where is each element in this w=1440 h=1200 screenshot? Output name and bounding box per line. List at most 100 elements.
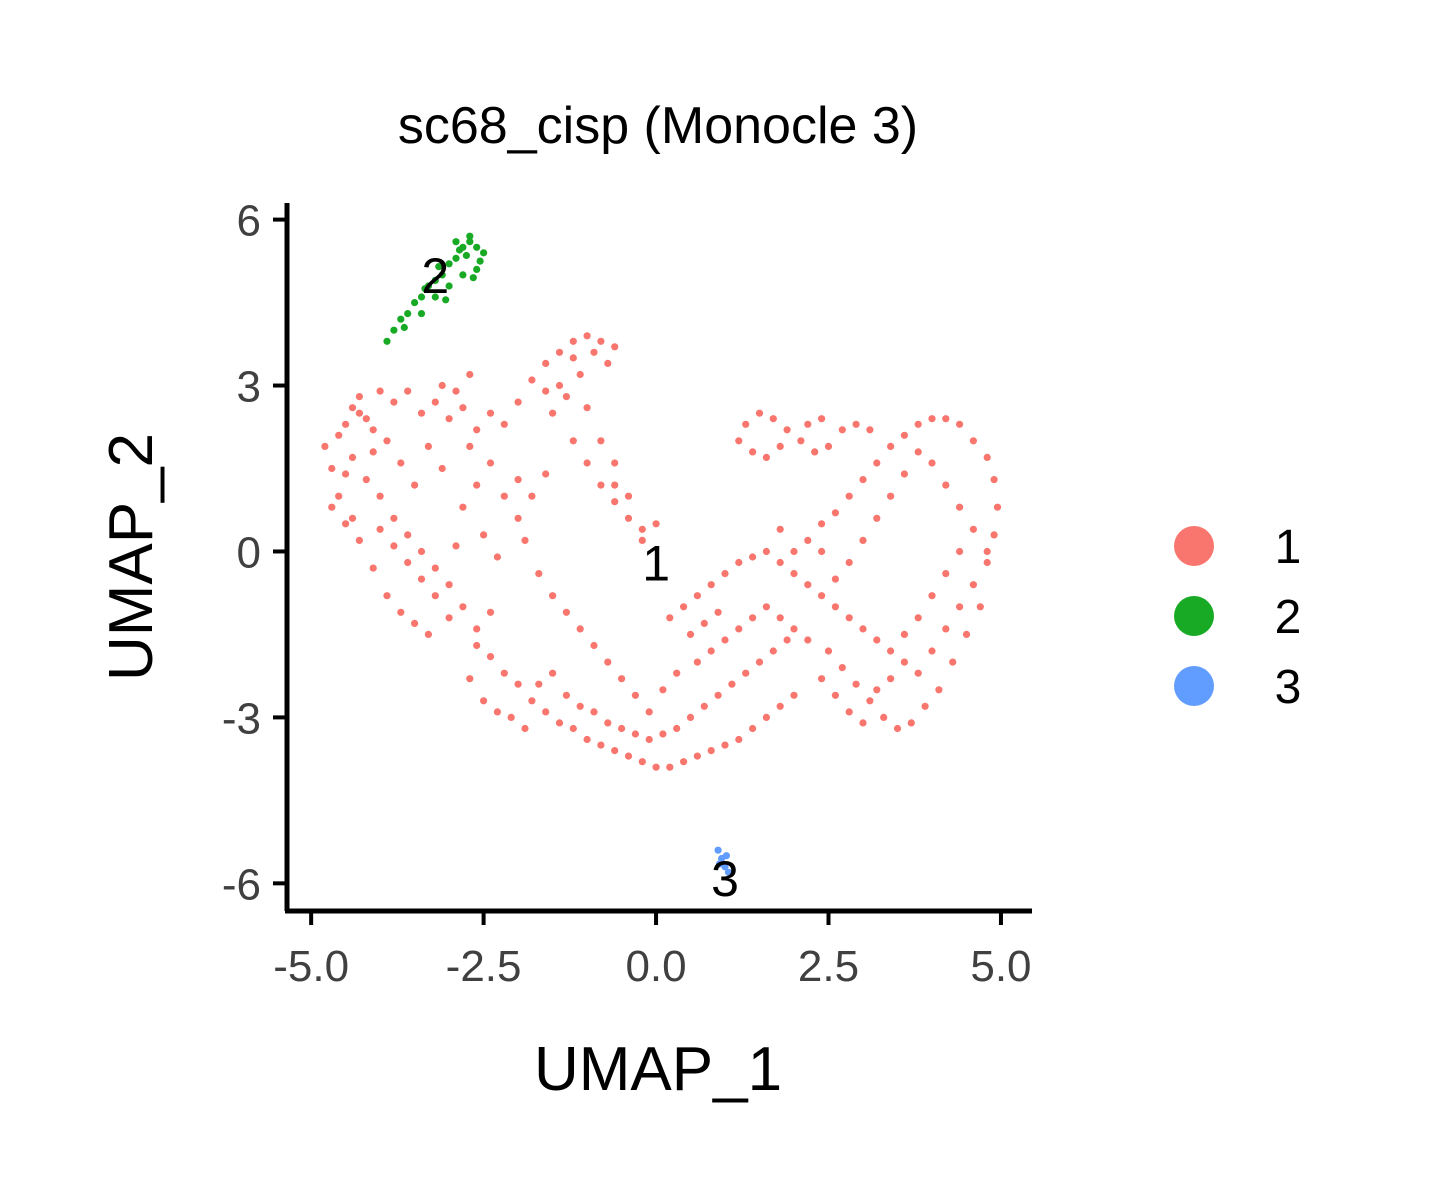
- point-cluster-1-5: [355, 393, 363, 401]
- point-cluster-1-65: [486, 653, 495, 661]
- y-tick-label-3: 3: [237, 363, 261, 412]
- point-cluster-1-50: [473, 481, 481, 489]
- point-cluster-1-181: [776, 442, 784, 450]
- point-cluster-1-41: [348, 453, 357, 461]
- point-cluster-1-28: [583, 332, 591, 340]
- point-cluster-1-179: [749, 448, 757, 456]
- point-cluster-1-113: [680, 603, 688, 611]
- point-cluster-1-206: [942, 481, 950, 489]
- point-cluster-1-79: [680, 758, 688, 766]
- point-cluster-1-131: [928, 647, 936, 655]
- point-cluster-1-62: [493, 553, 501, 561]
- cluster-label-1: 1: [642, 536, 670, 592]
- point-cluster-2-10: [452, 254, 460, 262]
- point-cluster-1-4: [348, 404, 357, 412]
- point-cluster-1-146: [887, 442, 895, 450]
- point-cluster-1-192: [804, 636, 812, 644]
- point-cluster-1-188: [749, 614, 757, 622]
- point-cluster-1-34: [569, 437, 577, 445]
- point-cluster-1-39: [638, 525, 646, 533]
- point-cluster-1-150: [831, 509, 840, 517]
- point-cluster-1-151: [818, 520, 826, 528]
- point-cluster-1-162: [921, 702, 929, 710]
- point-cluster-1-66: [500, 669, 508, 677]
- point-cluster-2-14: [480, 249, 488, 257]
- point-cluster-1-109: [755, 658, 764, 666]
- point-cluster-1-182: [804, 420, 812, 428]
- point-cluster-1-116: [721, 570, 729, 578]
- point-cluster-1-89: [480, 697, 488, 705]
- point-cluster-1-196: [859, 719, 867, 727]
- point-cluster-1-63: [452, 542, 460, 550]
- point-cluster-1-157: [852, 680, 860, 688]
- legend-key-1: [1174, 526, 1214, 566]
- point-cluster-1-229: [631, 691, 640, 699]
- point-cluster-1-17: [431, 398, 439, 406]
- y-axis-title: UMAP_2: [97, 433, 166, 681]
- point-cluster-1-125: [845, 614, 853, 622]
- point-cluster-1-90: [493, 708, 501, 716]
- legend-key-3: [1174, 666, 1214, 706]
- point-cluster-1-240: [342, 420, 350, 428]
- point-cluster-1-222: [535, 570, 543, 578]
- point-cluster-1-210: [887, 492, 895, 500]
- x-tick-label-3: 2.5: [798, 942, 859, 991]
- point-cluster-2-15: [473, 265, 481, 273]
- point-cluster-1-241: [355, 409, 363, 417]
- point-cluster-1-187: [735, 625, 743, 633]
- point-cluster-1-193: [818, 675, 826, 683]
- points-layer: [321, 232, 1002, 876]
- point-cluster-1-174: [824, 442, 833, 450]
- point-cluster-1-56: [411, 481, 419, 489]
- point-cluster-1-203: [956, 547, 964, 556]
- point-cluster-1-247: [390, 542, 398, 550]
- point-cluster-1-224: [562, 608, 571, 616]
- point-cluster-1-23: [514, 398, 522, 406]
- point-cluster-1-238: [473, 625, 481, 633]
- point-cluster-1-57: [397, 459, 405, 467]
- point-cluster-1-11: [411, 619, 419, 628]
- point-cluster-1-208: [914, 448, 922, 456]
- point-cluster-1-60: [466, 442, 474, 450]
- point-cluster-1-140: [969, 437, 978, 445]
- point-cluster-1-54: [438, 464, 446, 473]
- point-cluster-1-252: [466, 370, 474, 379]
- point-cluster-1-198: [887, 675, 895, 683]
- point-cluster-1-0: [321, 442, 329, 450]
- point-cluster-1-49: [459, 503, 467, 511]
- point-cluster-1-117: [735, 558, 743, 567]
- point-cluster-1-44: [390, 514, 398, 522]
- point-cluster-1-47: [431, 564, 439, 572]
- point-cluster-1-86: [776, 702, 784, 710]
- point-cluster-1-214: [831, 575, 840, 583]
- point-cluster-1-217: [597, 437, 605, 445]
- point-cluster-1-216: [611, 459, 619, 467]
- point-cluster-1-232: [673, 669, 681, 677]
- point-cluster-2-3: [404, 310, 412, 318]
- point-cluster-1-242: [369, 426, 377, 434]
- point-cluster-2-27: [455, 246, 464, 254]
- point-cluster-1-71: [569, 724, 577, 733]
- point-cluster-1-184: [693, 658, 702, 666]
- point-cluster-1-92: [521, 724, 529, 733]
- point-cluster-2-17: [445, 282, 453, 290]
- point-cluster-1-32: [562, 393, 571, 401]
- point-cluster-1-166: [976, 603, 984, 611]
- point-cluster-1-53: [514, 514, 522, 522]
- y-tick-label-4: 6: [237, 197, 261, 246]
- point-cluster-1-51: [486, 459, 495, 467]
- point-cluster-1-261: [624, 492, 633, 500]
- point-cluster-1-223: [549, 592, 557, 600]
- point-cluster-1-76: [638, 758, 646, 766]
- point-cluster-1-84: [749, 724, 757, 733]
- point-cluster-1-45: [404, 531, 412, 539]
- point-cluster-1-175: [838, 426, 846, 434]
- y-tick-label-2: 0: [237, 528, 261, 577]
- point-cluster-1-262: [638, 536, 646, 545]
- legend-label-3: 3: [1275, 661, 1302, 714]
- point-cluster-1-59: [369, 448, 377, 456]
- point-cluster-1-110: [769, 647, 777, 655]
- point-cluster-1-87: [790, 691, 798, 699]
- legend: 1 2 3: [1174, 521, 1301, 714]
- point-cluster-1-255: [590, 348, 598, 356]
